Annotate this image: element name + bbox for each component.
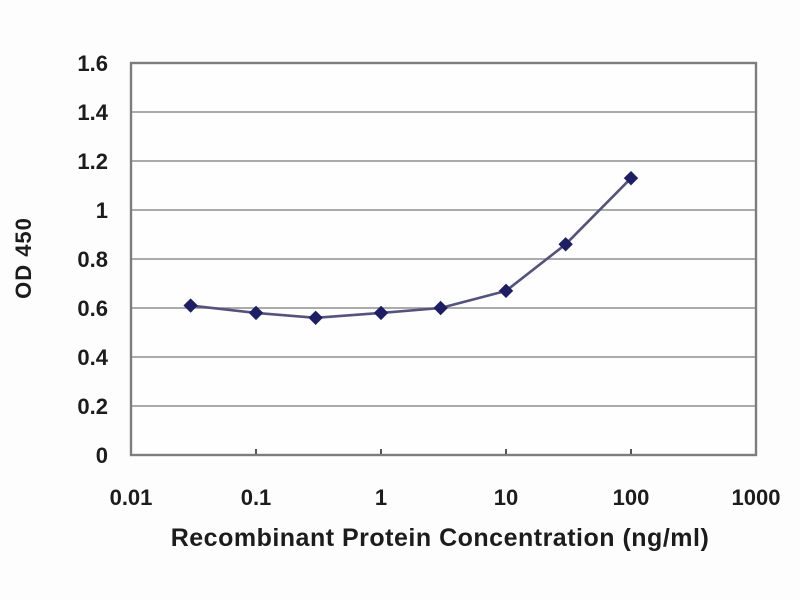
y-tick-label: 1.6: [77, 51, 108, 76]
x-tick-label: 1: [375, 485, 387, 510]
plot-border: [129, 61, 758, 457]
x-tick-label: 0.1: [241, 485, 272, 510]
data-point-marker: [183, 298, 198, 313]
y-tick-label: 0.8: [77, 247, 108, 272]
data-point-marker: [248, 305, 264, 321]
y-tick-label: 1.4: [77, 100, 108, 125]
x-tick-label: 1000: [732, 485, 781, 510]
data-point-marker: [498, 283, 514, 299]
x-axis-title: Recombinant Protein Concentration (ng/ml…: [170, 524, 710, 552]
series-line: [190, 177, 632, 320]
y-tick-label: 0: [96, 443, 108, 468]
y-tick-label: 0.4: [77, 345, 108, 370]
y-axis-title: OD 450: [11, 217, 36, 299]
y-tick-label: 0.6: [77, 296, 108, 321]
data-point-marker: [558, 237, 573, 252]
y-tick-label: 1.2: [77, 149, 108, 174]
x-tick-label: 10: [494, 485, 518, 510]
x-tick-label: 100: [613, 485, 650, 510]
data-point-marker: [433, 300, 448, 316]
y-tick-label: 0.2: [77, 394, 108, 419]
x-tick-label: 0.01: [110, 485, 153, 510]
data-point-marker: [623, 170, 639, 186]
data-point-marker: [308, 310, 323, 326]
data-point-marker: [373, 305, 389, 321]
y-tick-label: 1: [96, 198, 108, 223]
